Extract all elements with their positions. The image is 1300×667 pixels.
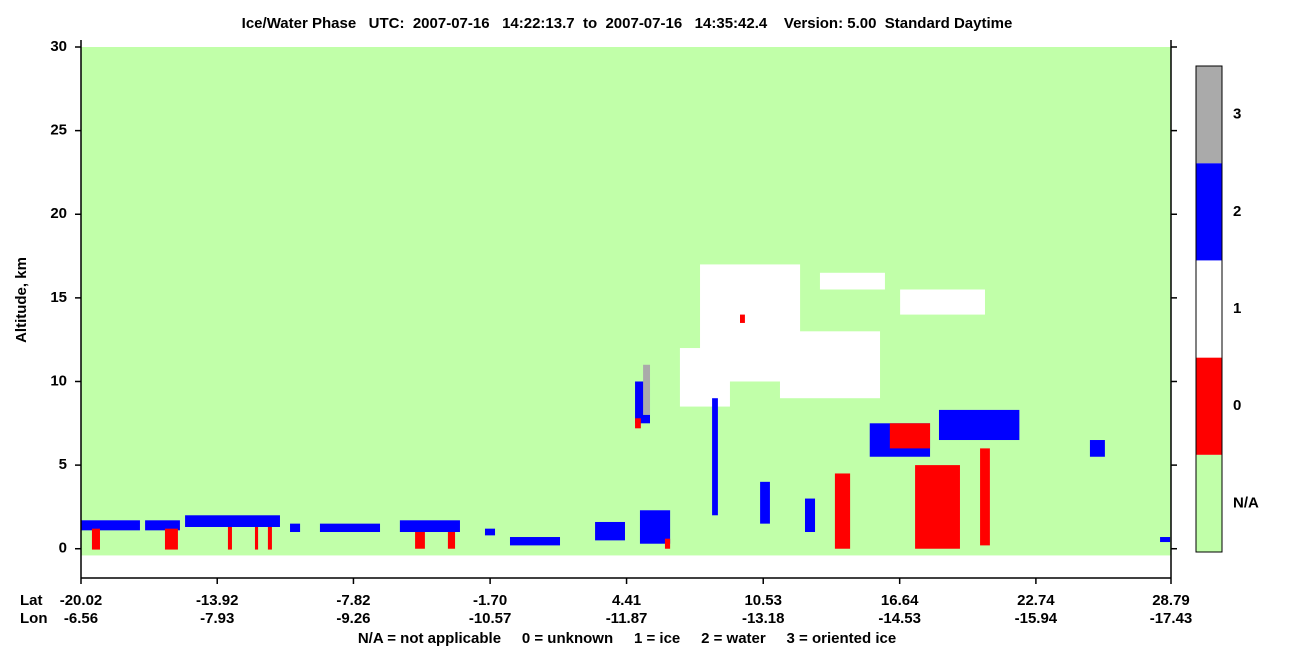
phase-region bbox=[712, 398, 718, 516]
phase-region bbox=[1089, 440, 1105, 457]
phase-region bbox=[639, 510, 671, 544]
phase-region bbox=[819, 272, 885, 290]
x-tick-label: -1.70 bbox=[473, 592, 507, 609]
phase-region bbox=[91, 528, 100, 550]
x-tick-label: 4.41 bbox=[612, 592, 641, 609]
colorbar-frame bbox=[1195, 65, 1223, 553]
phase-region bbox=[319, 523, 381, 533]
colorbar-swatch bbox=[1196, 163, 1222, 261]
x-tick-label: 22.74 bbox=[1017, 592, 1055, 609]
lon-tick-label: -13.18 bbox=[742, 610, 785, 627]
colorbar-label: 3 bbox=[1233, 106, 1241, 123]
phase-region bbox=[980, 448, 990, 546]
lon-tick-label: -9.26 bbox=[336, 610, 370, 627]
y-tick-label: 10 bbox=[50, 372, 67, 389]
phase-region bbox=[595, 521, 625, 541]
lon-tick-label: -17.43 bbox=[1150, 610, 1193, 627]
lon-tick-label: -10.57 bbox=[469, 610, 512, 627]
na-background bbox=[81, 47, 1171, 556]
phase-region bbox=[915, 465, 960, 549]
colorbar-swatch bbox=[1196, 454, 1222, 552]
y-tick-label: 20 bbox=[50, 205, 67, 222]
y-tick-label: 15 bbox=[50, 289, 67, 306]
phase-region bbox=[415, 532, 425, 549]
phase-region bbox=[779, 331, 881, 399]
phase-region bbox=[900, 289, 985, 315]
phase-region bbox=[643, 364, 651, 415]
phase-region bbox=[145, 520, 180, 531]
x-tick-label: 16.64 bbox=[881, 592, 919, 609]
phase-region bbox=[290, 523, 301, 533]
colorbar-label: N/A bbox=[1233, 494, 1259, 511]
phase-region bbox=[509, 537, 561, 546]
lat-row-label: Lat bbox=[20, 592, 43, 609]
colorbar-label: 0 bbox=[1233, 397, 1241, 414]
phase-region bbox=[185, 515, 280, 527]
lon-tick-label: -7.93 bbox=[200, 610, 234, 627]
y-tick-label: 30 bbox=[50, 38, 67, 55]
colorbar-swatch bbox=[1196, 66, 1222, 164]
phase-region bbox=[227, 526, 232, 550]
colorbar-swatch bbox=[1196, 260, 1222, 358]
phase-region bbox=[267, 526, 272, 550]
phase-region bbox=[484, 528, 496, 536]
lon-tick-label: -14.53 bbox=[878, 610, 921, 627]
phase-region bbox=[804, 498, 816, 533]
lon-row-label: Lon bbox=[20, 610, 48, 627]
phase-region bbox=[834, 473, 851, 549]
chart-title: Ice/Water Phase UTC: 2007-07-16 14:22:13… bbox=[242, 15, 1013, 32]
lon-tick-label: -6.56 bbox=[64, 610, 98, 627]
x-tick-label: 28.79 bbox=[1152, 592, 1190, 609]
y-tick-label: 25 bbox=[50, 122, 67, 139]
phase-region bbox=[635, 418, 641, 429]
colorbar-swatch bbox=[1196, 357, 1222, 455]
phase-region bbox=[164, 528, 178, 550]
y-axis-label: Altitude, km bbox=[13, 257, 30, 343]
phase-region bbox=[889, 423, 931, 449]
x-tick-label: -13.92 bbox=[196, 592, 239, 609]
colorbar-label: 2 bbox=[1233, 203, 1241, 220]
phase-region bbox=[399, 520, 460, 533]
lon-tick-label: -11.87 bbox=[606, 610, 648, 627]
phase-region bbox=[760, 481, 770, 524]
phase-region bbox=[664, 538, 671, 549]
x-tick-label: -7.82 bbox=[336, 592, 370, 609]
colorbar-label: 1 bbox=[1233, 300, 1241, 317]
x-tick-label: -20.02 bbox=[60, 592, 103, 609]
x-tick-label: 10.53 bbox=[744, 592, 782, 609]
phase-region bbox=[1160, 537, 1171, 543]
phase-region bbox=[740, 314, 745, 323]
y-tick-label: 5 bbox=[59, 456, 67, 473]
y-tick-label: 0 bbox=[59, 540, 67, 557]
phase-region bbox=[938, 409, 1020, 441]
phase-region bbox=[81, 520, 140, 531]
phase-region bbox=[447, 532, 456, 549]
phase-region bbox=[254, 526, 259, 550]
lon-tick-label: -15.94 bbox=[1015, 610, 1058, 627]
legend-footer: N/A = not applicable 0 = unknown 1 = ice… bbox=[358, 630, 896, 647]
